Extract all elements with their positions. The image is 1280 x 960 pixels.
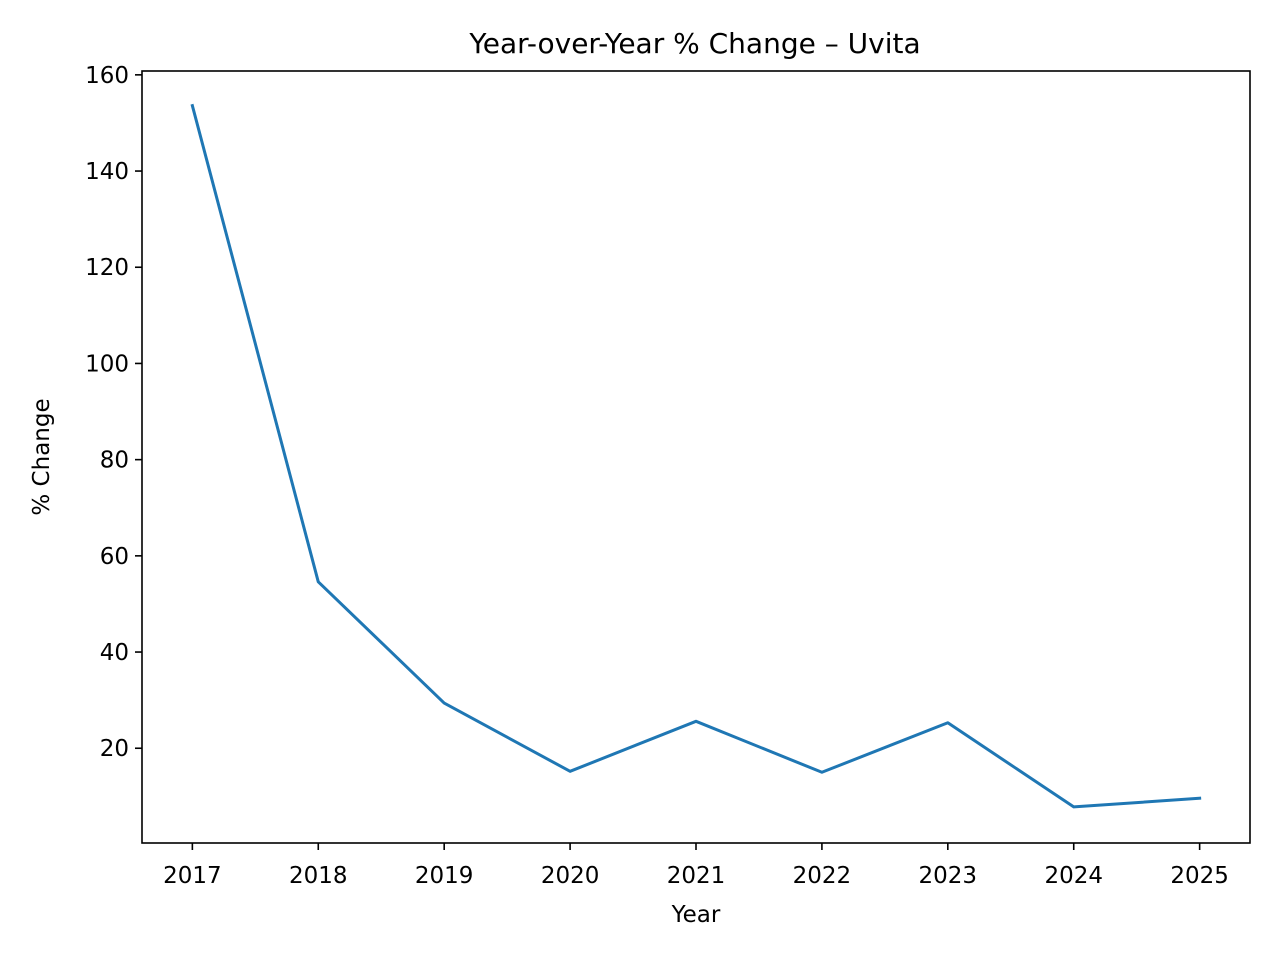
x-tick-label: 2025 xyxy=(1170,863,1229,889)
series-layer xyxy=(190,103,1202,809)
x-axis: 2017 2018 2019 2020 2021 2022 2023 2024 2025 xyxy=(163,843,1229,889)
x-tick-label: 2017 xyxy=(163,863,222,889)
y-axis: 20 40 60 80 100 120 140 160 xyxy=(85,63,142,762)
plot-frame xyxy=(141,70,1251,844)
x-axis-label: Year xyxy=(671,902,721,928)
plot-area xyxy=(141,70,1251,844)
y-tick-label: 60 xyxy=(100,544,129,570)
x-tick-label: 2019 xyxy=(415,863,474,889)
y-tick-label: 100 xyxy=(85,351,129,377)
x-tick-label: 2020 xyxy=(541,863,600,889)
y-tick-label: 80 xyxy=(100,448,129,474)
y-tick-label: 40 xyxy=(100,640,129,666)
y-tick-label: 20 xyxy=(100,736,129,762)
series-line xyxy=(190,103,1202,809)
y-tick-label: 140 xyxy=(85,159,129,185)
chart-title: Year-over-Year % Change – Uvita xyxy=(468,27,920,60)
x-tick-label: 2018 xyxy=(289,863,348,889)
x-tick-label: 2024 xyxy=(1044,863,1103,889)
y-tick-label: 160 xyxy=(85,63,129,89)
y-tick-label: 120 xyxy=(85,255,129,281)
x-tick-label: 2022 xyxy=(793,863,852,889)
y-axis-label: % Change xyxy=(29,398,55,515)
x-tick-label: 2023 xyxy=(919,863,978,889)
x-tick-label: 2021 xyxy=(667,863,726,889)
